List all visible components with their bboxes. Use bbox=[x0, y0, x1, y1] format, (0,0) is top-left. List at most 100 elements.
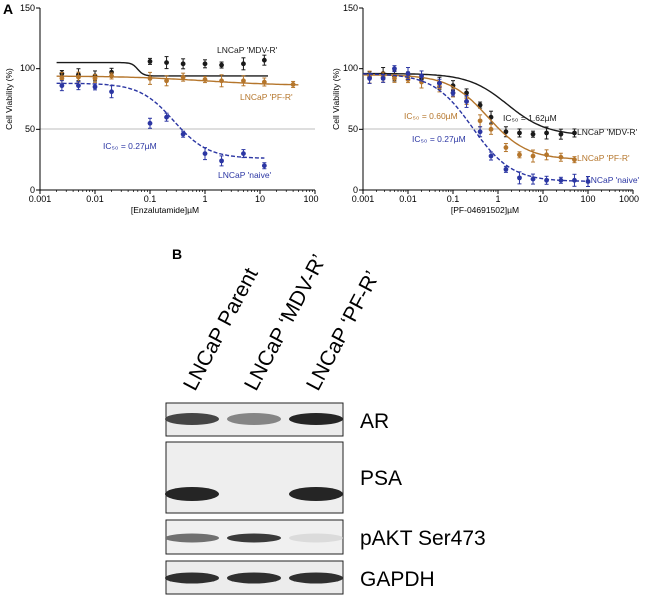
data-point bbox=[517, 175, 522, 181]
series-label-naive: LNCaP 'naive' bbox=[218, 170, 272, 180]
data-point bbox=[392, 75, 397, 81]
y-tick-label: 150 bbox=[20, 3, 35, 13]
x-tick-label: 0.1 bbox=[144, 194, 157, 204]
data-point bbox=[380, 75, 386, 81]
data-point bbox=[585, 179, 591, 184]
fit-curve bbox=[56, 75, 299, 86]
data-point bbox=[290, 82, 296, 87]
y-axis-title: Cell Viability (%) bbox=[331, 68, 341, 130]
x-tick-label: 100 bbox=[580, 194, 595, 204]
protein-label-pakt: pAKT Ser473 bbox=[360, 527, 486, 550]
data-point bbox=[405, 71, 411, 76]
data-point bbox=[147, 75, 153, 81]
data-point bbox=[419, 73, 424, 79]
data-point bbox=[530, 176, 536, 182]
blot-band bbox=[165, 572, 219, 584]
dose-response-chart-enzalutamide: 0 50 100 150 0.001 0.01 0.1 1 10 100 [En… bbox=[4, 3, 319, 215]
fit-curve bbox=[363, 72, 575, 135]
ic50-annotation-naive: IC₅₀ = 0.27µM bbox=[412, 134, 466, 144]
data-point bbox=[180, 74, 186, 80]
data-point bbox=[219, 158, 224, 164]
data-point bbox=[392, 66, 397, 72]
y-tick-label: 50 bbox=[348, 124, 358, 134]
x-tick-label: 0.1 bbox=[447, 194, 460, 204]
panel-b-label: B bbox=[172, 246, 182, 262]
data-point bbox=[477, 118, 483, 124]
x-tick-label: 1000 bbox=[619, 194, 639, 204]
protein-label-ar: AR bbox=[360, 410, 389, 433]
blot-band bbox=[227, 533, 281, 543]
x-axis-title: [PF-04691502]µM bbox=[451, 205, 519, 215]
y-tick-label: 50 bbox=[25, 124, 35, 134]
data-point bbox=[59, 83, 65, 89]
ic50-annotation: IC₅₀ = 0.27µM bbox=[103, 141, 157, 151]
data-point bbox=[241, 151, 246, 157]
data-point bbox=[180, 61, 186, 67]
data-point bbox=[517, 130, 522, 136]
data-point bbox=[76, 74, 81, 80]
fit-curve bbox=[56, 82, 265, 159]
x-tick-label: 100 bbox=[303, 194, 318, 204]
data-point bbox=[558, 177, 564, 183]
data-point bbox=[219, 78, 224, 84]
y-tick-label: 150 bbox=[343, 3, 358, 13]
western-blot: LNCaP Parent LNCaP ‘MDV-R’ LNCaP ‘PF-R’ … bbox=[165, 251, 486, 595]
x-tick-label: 0.001 bbox=[29, 194, 52, 204]
data-point bbox=[180, 131, 186, 137]
data-point bbox=[572, 130, 577, 136]
x-tick-label: 0.01 bbox=[86, 194, 104, 204]
ic50-annotation-mdv-r: IC₅₀ = 1.62µM bbox=[503, 113, 557, 123]
data-point bbox=[450, 90, 456, 96]
data-point bbox=[202, 61, 208, 67]
data-point bbox=[92, 84, 98, 90]
protein-label-psa: PSA bbox=[360, 467, 402, 490]
blot-panel-psa bbox=[165, 441, 344, 514]
fit-curve bbox=[363, 74, 575, 160]
data-point bbox=[477, 102, 483, 108]
blot-band bbox=[165, 487, 219, 501]
data-point bbox=[219, 62, 224, 68]
data-point bbox=[503, 129, 509, 135]
data-point bbox=[261, 163, 267, 169]
blot-band bbox=[289, 533, 343, 543]
data-point bbox=[164, 60, 169, 65]
data-point bbox=[437, 80, 442, 86]
data-point bbox=[572, 177, 577, 183]
data-point bbox=[202, 77, 208, 82]
data-point bbox=[530, 131, 536, 137]
blot-band bbox=[289, 413, 343, 425]
blot-bands bbox=[165, 413, 343, 584]
data-point bbox=[109, 69, 114, 75]
data-point bbox=[241, 78, 246, 84]
data-point bbox=[92, 75, 98, 81]
panel-a-label: A bbox=[3, 1, 13, 17]
data-point bbox=[464, 99, 469, 104]
x-tick-label: 1 bbox=[495, 194, 500, 204]
y-tick-label: 100 bbox=[343, 63, 358, 73]
data-point bbox=[544, 152, 549, 158]
y-axis-title: Cell Viability (%) bbox=[4, 68, 14, 130]
x-tick-label: 10 bbox=[255, 194, 265, 204]
x-tick-label: 10 bbox=[538, 194, 548, 204]
data-point bbox=[558, 154, 564, 160]
data-point bbox=[76, 83, 81, 89]
data-point bbox=[367, 75, 372, 81]
data-point bbox=[477, 129, 483, 135]
x-tick-label: 0.001 bbox=[352, 194, 375, 204]
blot-band bbox=[227, 572, 281, 584]
data-point bbox=[147, 120, 153, 126]
fit-curve bbox=[56, 61, 268, 77]
data-point bbox=[544, 130, 549, 136]
x-axis-title: [Enzalutamide]µM bbox=[131, 205, 199, 215]
blot-band bbox=[165, 533, 219, 543]
y-tick-label: 0 bbox=[353, 185, 358, 195]
data-point bbox=[164, 78, 169, 84]
ic50-annotation-pf-r: IC₅₀ = 0.60µM bbox=[404, 111, 458, 121]
blot-band bbox=[227, 413, 281, 425]
data-point bbox=[59, 75, 65, 81]
blot-band bbox=[165, 413, 219, 425]
plot-marks bbox=[359, 7, 634, 194]
plot-marks bbox=[36, 7, 316, 194]
series-label-mdv-r: LNCaP 'MDV-R' bbox=[217, 45, 278, 55]
